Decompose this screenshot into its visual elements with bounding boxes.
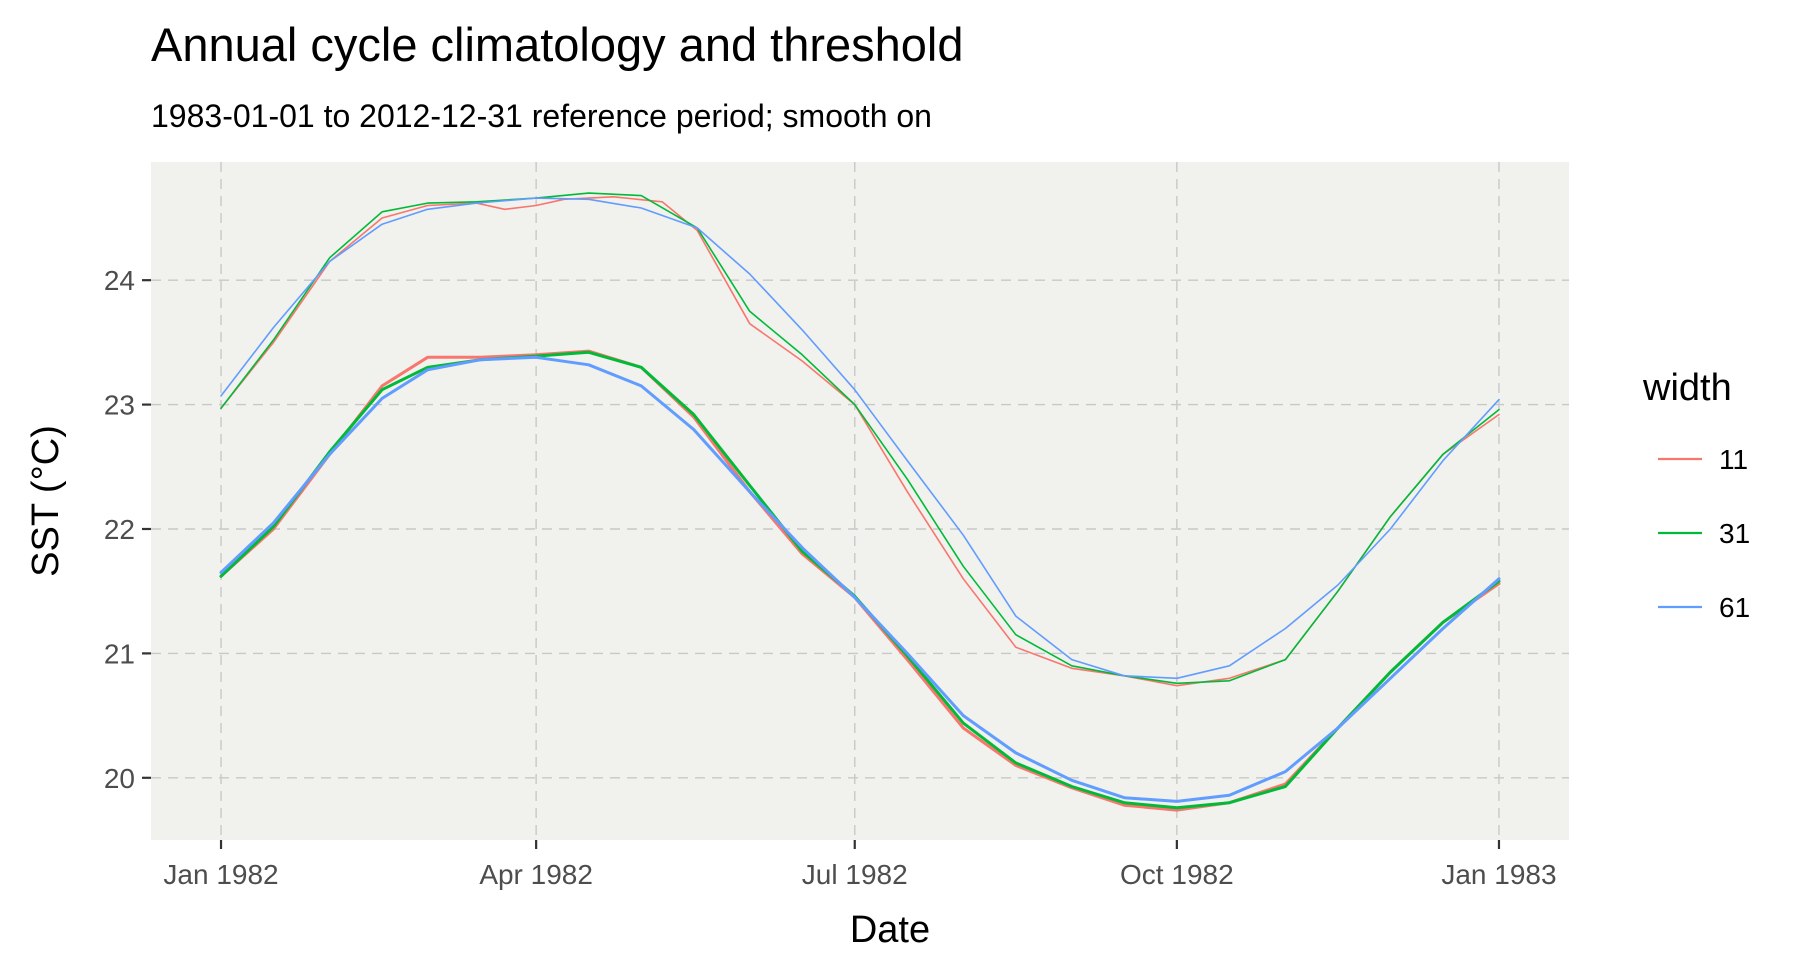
series-line-threshold-31	[220, 192, 1500, 685]
plot-panel	[151, 162, 1569, 840]
legend: width 11 31 61	[1642, 367, 1750, 623]
y-tick-label: 20	[104, 763, 135, 794]
y-tick-label: 21	[104, 638, 135, 669]
chart-title: Annual cycle climatology and threshold	[151, 18, 964, 71]
legend-title: width	[1642, 367, 1732, 409]
series-line-threshold-61	[220, 197, 1500, 680]
legend-label-31: 31	[1719, 518, 1750, 549]
x-tick-label: Jan 1982	[163, 859, 278, 890]
y-axis-title: SST (°C)	[25, 425, 67, 577]
y-tick-label: 22	[104, 514, 135, 545]
x-tick-label: Oct 1982	[1120, 859, 1234, 890]
x-axis-title: Date	[850, 909, 930, 951]
legend-label-61: 61	[1719, 592, 1750, 623]
x-tick-label: Jan 1983	[1441, 859, 1556, 890]
legend-label-11: 11	[1719, 444, 1748, 475]
series-line-climatology-61	[219, 355, 1501, 803]
chart-subtitle: 1983-01-01 to 2012-12-31 reference perio…	[151, 98, 932, 134]
x-tick-label: Jul 1982	[802, 859, 908, 890]
x-tick-label: Apr 1982	[479, 859, 593, 890]
y-tick-label: 23	[104, 390, 135, 421]
y-tick-label: 24	[104, 265, 135, 296]
